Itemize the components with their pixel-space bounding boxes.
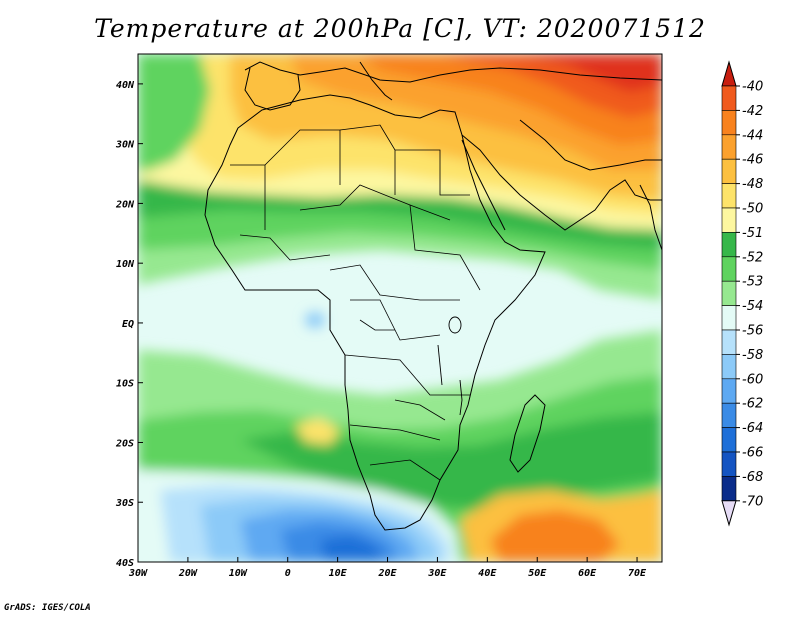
colorbar-label: -54 — [742, 299, 763, 314]
coastlines — [204, 61, 662, 531]
colorbar-swatch — [721, 427, 737, 453]
colorbar-label: -53 — [742, 275, 763, 290]
colorbar-swatch — [721, 110, 737, 136]
colorbar-swatch — [721, 256, 737, 282]
colorbar-label: -40 — [742, 80, 763, 95]
lat-tick-label: 10S — [116, 379, 134, 390]
iberia-coast — [244, 67, 301, 111]
lon-tick-label: 30E — [427, 568, 447, 579]
colorbar-label: -56 — [742, 324, 763, 339]
colorbar-top-cap — [721, 60, 737, 87]
colorbar-swatch — [721, 280, 737, 306]
italy-coast — [359, 61, 393, 101]
colorbar-label: -48 — [742, 177, 763, 192]
colorbar-label: -70 — [742, 494, 763, 509]
lat-tick-label: 30S — [115, 498, 134, 509]
colorbar-swatch — [721, 134, 737, 160]
africa-coast — [204, 94, 546, 531]
colorbar-label: -44 — [742, 128, 763, 143]
band-warm-south-mid — [295, 418, 340, 445]
lon-tick-label: 60E — [578, 568, 597, 579]
colorbar-swatch — [721, 85, 737, 111]
colorbar-label: -46 — [742, 153, 763, 168]
colorbar: -40 -42 -44 -46 -48 -50 -51 -52 -53 -54 -56 -58 -60 -… — [721, 60, 763, 527]
lat-tick-label: 30N — [115, 140, 135, 151]
longitude-axis: 30W 20W 10W 0 10E 20E 30E 40E 50E 60E 70E — [128, 557, 647, 579]
colorbar-label: -68 — [742, 470, 763, 485]
europe-coast — [244, 61, 662, 83]
colorbar-label: -66 — [742, 446, 763, 461]
band-minus66 — [320, 535, 385, 562]
colorbar-swatch — [721, 402, 737, 428]
arabia-coast — [461, 134, 662, 231]
colorbar-swatch — [721, 207, 737, 233]
latitude-axis: 40N 30N 20N 10N EQ 10S 20S 30S 40S — [115, 80, 143, 569]
colorbar-label: -42 — [742, 104, 763, 119]
lon-tick-label: 70E — [628, 568, 647, 579]
red-sea-coast — [461, 139, 506, 231]
colorbar-label: -64 — [742, 421, 763, 436]
colorbar-swatch — [721, 476, 737, 502]
temperature-field — [138, 54, 662, 562]
colorbar-swatch — [721, 305, 737, 331]
colorbar-swatch — [721, 232, 737, 258]
band-green-atlantic — [138, 54, 210, 172]
lat-tick-label: EQ — [122, 319, 134, 330]
lon-tick-label: 10E — [329, 568, 348, 579]
lon-tick-label: 20W — [178, 568, 198, 579]
map-title: Temperature at 200hPa [C], VT: 202007151… — [94, 14, 706, 43]
lon-tick-label: 10W — [229, 568, 248, 579]
lat-tick-label: 20N — [115, 199, 135, 210]
colorbar-label: -58 — [742, 348, 763, 363]
colorbar-swatch — [721, 183, 737, 209]
colorbar-label: -52 — [742, 250, 763, 265]
plot-frame — [137, 53, 663, 563]
cold-spot-equator — [305, 312, 325, 328]
lon-tick-label: 30W — [128, 568, 148, 579]
band-warm-south-east-core — [490, 510, 620, 562]
colorbar-swatch — [721, 354, 737, 380]
credit-text: GrADS: IGES/COLA — [4, 603, 91, 613]
colorbar-label: -50 — [742, 202, 763, 217]
colorbar-label: -51 — [742, 226, 763, 241]
lon-tick-label: 0 — [285, 568, 291, 579]
india-coast — [639, 184, 662, 251]
colorbar-label: -62 — [742, 397, 763, 412]
lat-tick-label: 20S — [115, 438, 134, 449]
lat-tick-label: 10N — [116, 259, 135, 270]
lat-tick-label: 40N — [116, 80, 135, 91]
madagascar-coast — [509, 394, 546, 473]
lat-tick-label: 40S — [116, 558, 134, 569]
colorbar-swatch — [721, 378, 737, 404]
lon-tick-label: 40E — [478, 568, 497, 579]
colorbar-swatch — [721, 451, 737, 477]
colorbar-bottom-cap — [721, 500, 737, 527]
iran-coast — [519, 119, 662, 171]
lon-tick-label: 20E — [377, 568, 397, 579]
lon-tick-label: 50E — [528, 568, 547, 579]
lakes — [437, 316, 463, 416]
colorbar-label: -60 — [742, 372, 763, 387]
colorbar-swatch — [721, 158, 737, 184]
colorbar-swatch — [721, 329, 737, 355]
band-minus40 — [520, 54, 662, 92]
country-borders — [230, 124, 481, 481]
